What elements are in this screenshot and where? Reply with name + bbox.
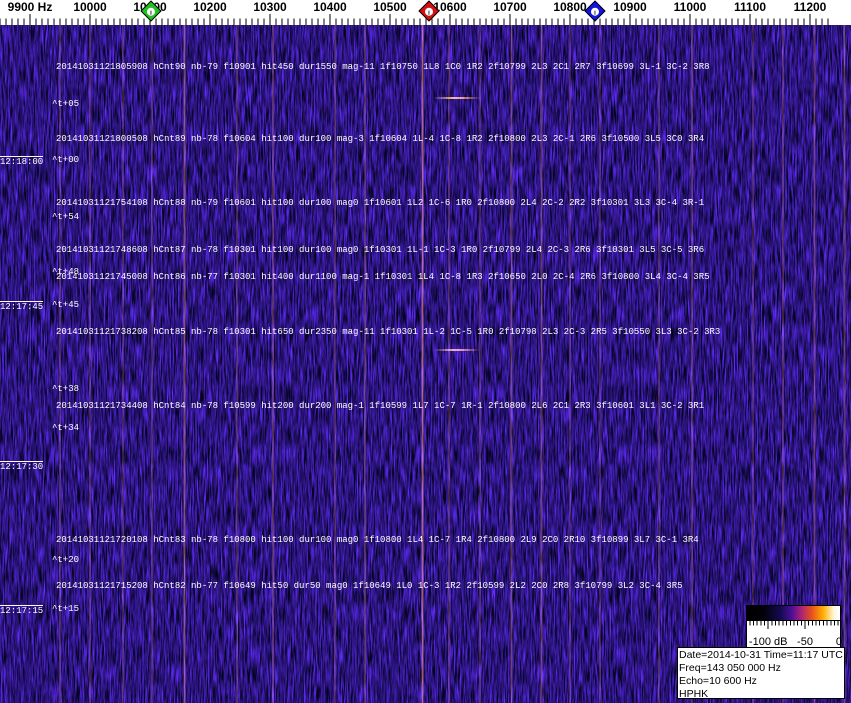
svg-text:10900: 10900 [613, 0, 647, 14]
svg-text:10500: 10500 [373, 0, 407, 14]
svg-text:10200: 10200 [193, 0, 227, 14]
svg-text:9900 Hz: 9900 Hz [8, 0, 53, 14]
svg-text:10400: 10400 [313, 0, 347, 14]
svg-text:11200: 11200 [794, 0, 827, 14]
svg-text:10800: 10800 [553, 0, 587, 14]
svg-text:10700: 10700 [493, 0, 527, 14]
svg-text:11100: 11100 [734, 0, 766, 14]
svg-text:11000: 11000 [674, 0, 707, 14]
svg-text:10000: 10000 [73, 0, 107, 14]
svg-text:10300: 10300 [253, 0, 287, 14]
